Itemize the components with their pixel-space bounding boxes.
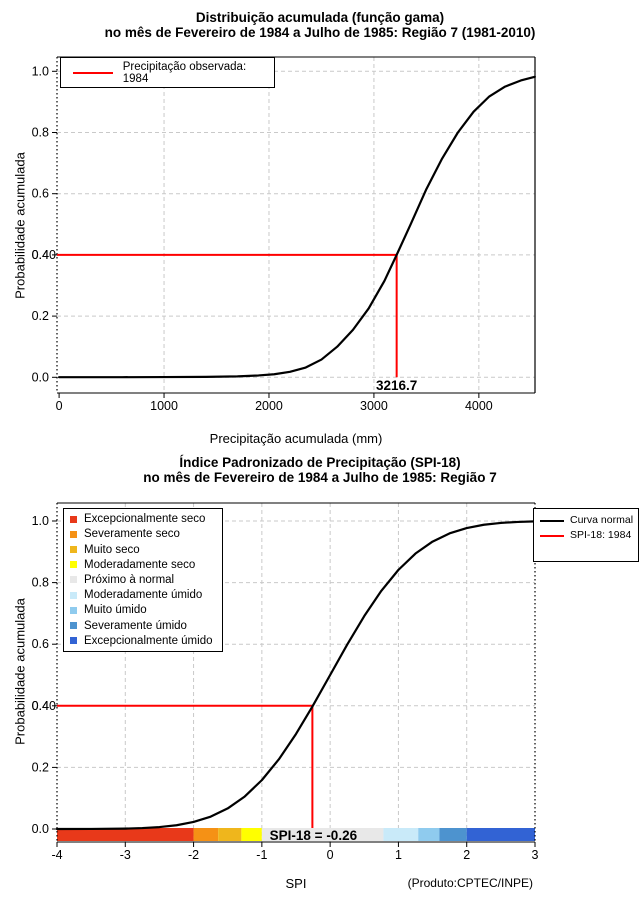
spi-category-strip-segment	[439, 828, 467, 841]
category-swatch-icon	[70, 622, 77, 629]
x-tick-label: 3	[532, 848, 539, 862]
x-tick-label: -1	[256, 848, 267, 862]
chart2-category-legend: Excepcionalmente seco Severamente seco Mui…	[63, 508, 223, 652]
category-swatch-icon	[70, 530, 77, 538]
category-label: Excepcionalmente seco	[84, 513, 206, 526]
legend-category-item: Próximo à normal	[64, 573, 222, 587]
legend-spi18-label: SPI-18: 1984	[570, 529, 632, 541]
spi-category-strip-segment	[383, 828, 419, 841]
x-tick-label: 1	[395, 848, 402, 862]
y-tick-label: 0.8	[32, 576, 49, 590]
chart2-title-line1: Índice Padronizado de Precipitação (SPI-…	[179, 455, 461, 470]
legend-category-item: Muito úmido	[64, 603, 222, 617]
legend-category-item: Moderadamente úmido	[64, 588, 222, 602]
marker-probability-label: 0.40	[32, 699, 56, 713]
spi-category-strip-segment	[466, 828, 535, 841]
x-tick-label: -3	[120, 848, 131, 862]
spi-category-strip-segment	[218, 828, 242, 841]
chart2-title-line2: no mês de Fevereiro de 1984 a Julho de 1…	[143, 470, 497, 485]
category-label: Severamente úmido	[84, 619, 187, 632]
cumulative-distribution-curve	[57, 75, 536, 379]
y-tick-label: 0.8	[32, 126, 49, 140]
y-tick-label: 0.0	[32, 370, 49, 384]
spi-category-strip-segment	[418, 828, 440, 841]
marker-x-value-label: 3216.7	[376, 378, 417, 393]
black-line-sample-icon	[540, 520, 564, 522]
chart2-y-axis-label: Probabilidade acumulada	[12, 598, 28, 745]
y-tick-label: 0.6	[32, 187, 49, 201]
chart2-x-axis-label: SPI	[285, 876, 307, 891]
category-swatch-icon	[70, 606, 77, 614]
chart1-title-line1: Distribuição acumulada (função gama)	[195, 10, 445, 25]
x-tick-label: 1000	[150, 399, 178, 413]
chart2-plot-area: -4 -3 -2 -1 0 1 2 3 0.0 0.2 0.4 0.6 0.8 1.0 0.40 SPI-18…	[32, 502, 539, 862]
spi-category-strip-segment	[57, 828, 194, 841]
category-swatch-icon	[70, 576, 77, 584]
legend-category-item: Muito seco	[64, 543, 222, 557]
category-swatch-icon	[70, 637, 77, 645]
category-label: Próximo à normal	[84, 573, 175, 586]
chart1-title: Distribuição acumulada (função gama) no …	[0, 10, 640, 40]
chart1-legend: Precipitação observada: 1984	[60, 57, 275, 88]
category-label: Excepcionalmente úmido	[84, 634, 213, 647]
legend-item-spi18: SPI-18: 1984	[534, 529, 638, 542]
cumulative-distribution-curve	[55, 520, 537, 831]
spi-category-strip-segment	[241, 828, 262, 841]
legend-category-item: Severamente úmido	[64, 619, 222, 633]
y-tick-label: 0.2	[32, 309, 49, 323]
y-tick-label: 1.0	[32, 64, 49, 78]
x-tick-label: -4	[51, 848, 62, 862]
x-tick-label: 3000	[360, 399, 388, 413]
category-swatch-icon	[70, 561, 77, 569]
legend-category-item: Excepcionalmente seco	[64, 512, 222, 526]
y-tick-label: 1.0	[32, 514, 49, 528]
x-tick-label: -2	[188, 848, 199, 862]
chart1-y-axis-label: Probabilidade acumulada	[12, 152, 28, 299]
y-tick-label: 0.4	[32, 248, 49, 262]
category-label: Severamente seco	[84, 528, 180, 541]
chart1-plot-area: 0 1000 2000 3000 4000 0.0 0.2 0.4 0.6 0.8 1.0 0.40 3…	[32, 56, 536, 413]
legend-category-item: Moderadamente seco	[64, 558, 222, 572]
category-swatch-icon	[70, 546, 77, 554]
legend-curva-normal-label: Curva normal	[570, 514, 634, 526]
legend-category-item: Excepcionalmente úmido	[64, 634, 222, 648]
red-line-sample-icon	[73, 71, 113, 74]
y-tick-label: 0.0	[32, 822, 49, 836]
chart2-series-legend: Curva normal SPI-18: 1984	[533, 508, 639, 562]
x-tick-label: 2000	[255, 399, 283, 413]
chart1-legend-label: Precipitação observada: 1984	[122, 60, 247, 85]
red-line-sample-icon	[540, 535, 564, 537]
y-tick-label: 0.2	[32, 760, 49, 774]
legend-category-item: Severamente seco	[64, 527, 222, 541]
x-tick-label: 4000	[465, 399, 493, 413]
marker-probability-label: 0.40	[32, 248, 56, 262]
chart1-title-line2: no mês de Fevereiro de 1984 a Julho de 1…	[104, 25, 536, 40]
category-label: Moderadamente úmido	[84, 589, 203, 602]
spi-category-strip-segment	[193, 828, 219, 841]
spi-category-strip-segment	[261, 828, 384, 841]
product-credit: (Produto:CPTEC/INPE)	[407, 876, 533, 890]
legend-item-curva-normal: Curva normal	[534, 514, 638, 527]
x-tick-label: 0	[56, 399, 63, 413]
category-swatch-icon	[70, 591, 77, 599]
chart1-x-axis-label: Precipitação acumulada (mm)	[209, 431, 383, 446]
x-tick-label: 2	[463, 848, 470, 862]
chart2-title: Índice Padronizado de Precipitação (SPI-…	[0, 455, 640, 485]
y-tick-label: 0.6	[32, 637, 49, 651]
category-label: Moderadamente seco	[84, 558, 196, 571]
category-label: Muito seco	[84, 543, 140, 556]
category-label: Muito úmido	[84, 604, 147, 617]
x-tick-label: 0	[327, 848, 334, 862]
marker-spi-value-label: SPI-18 = -0.26	[270, 828, 358, 843]
y-tick-label: 0.4	[32, 699, 49, 713]
category-swatch-icon	[70, 515, 77, 523]
